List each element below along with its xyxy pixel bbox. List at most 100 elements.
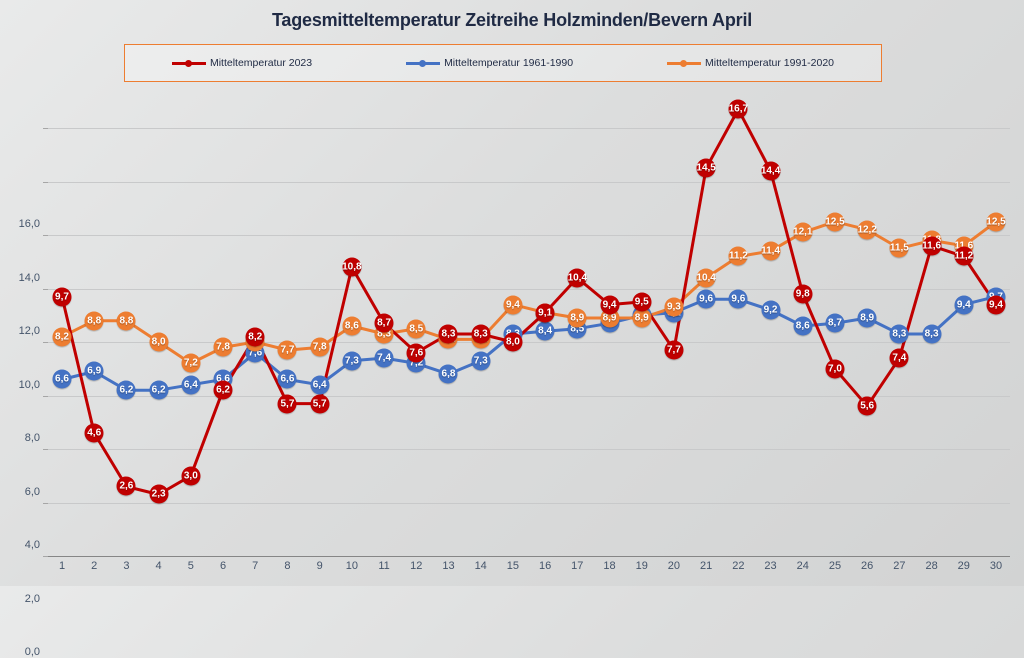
data-point-marker[interactable] — [696, 158, 716, 178]
gridline — [48, 128, 1010, 130]
data-point-marker[interactable] — [761, 241, 781, 261]
data-point-marker[interactable] — [342, 316, 362, 336]
data-point-marker[interactable] — [342, 257, 362, 277]
data-point-marker[interactable] — [728, 246, 748, 266]
data-point-marker[interactable] — [889, 238, 909, 258]
x-axis-tick-label: 3 — [123, 560, 130, 572]
data-point-marker[interactable] — [535, 321, 555, 341]
x-axis-tick-label: 1 — [58, 560, 66, 572]
data-point-marker[interactable] — [632, 308, 652, 328]
x-axis-tick-label: 8 — [284, 560, 291, 572]
legend-item-2[interactable]: Mitteltemperatur 1961-1990 — [406, 57, 573, 69]
data-point-marker[interactable] — [438, 324, 458, 344]
gridline — [48, 395, 1010, 397]
data-point-marker[interactable] — [438, 364, 458, 384]
series-line-2 — [60, 295, 998, 392]
gridline — [48, 342, 1010, 344]
data-point-marker[interactable] — [825, 212, 845, 232]
x-axis-tick-label: 6 — [219, 560, 227, 572]
data-point-marker[interactable] — [922, 236, 942, 256]
data-point-marker[interactable] — [374, 348, 394, 368]
chart-legend: Mitteltemperatur 2023 Mitteltemperatur 19… — [124, 44, 882, 82]
x-axis-tick-label: 14 — [474, 560, 487, 572]
data-point-marker[interactable] — [503, 332, 523, 352]
data-point-marker[interactable] — [567, 308, 587, 328]
data-point-marker[interactable] — [793, 222, 813, 242]
legend-item-1[interactable]: Mitteltemperatur 2023 — [171, 57, 312, 69]
data-point-marker[interactable] — [857, 308, 877, 328]
data-point-marker[interactable] — [696, 268, 716, 288]
data-point-marker[interactable] — [213, 337, 233, 357]
legend-marker-icon — [667, 58, 702, 68]
data-point-marker[interactable] — [181, 353, 201, 373]
data-point-marker[interactable] — [664, 297, 684, 317]
data-point-marker[interactable] — [503, 295, 523, 315]
chart-title: Tagesmitteltemperatur Zeitreihe Holzmind… — [271, 10, 753, 30]
data-point-marker[interactable] — [825, 359, 845, 379]
data-point-marker[interactable] — [954, 295, 974, 315]
data-point-marker[interactable] — [471, 351, 491, 371]
data-point-marker[interactable] — [116, 380, 136, 400]
data-point-marker[interactable] — [52, 327, 72, 347]
data-point-marker[interactable] — [149, 332, 169, 352]
y-axis-tick-label: 8,0 — [24, 432, 40, 445]
data-point-marker[interactable] — [52, 369, 72, 389]
data-point-marker[interactable] — [793, 316, 813, 336]
data-point-marker[interactable] — [857, 396, 877, 416]
data-point-marker[interactable] — [406, 343, 426, 363]
data-point-marker[interactable] — [728, 289, 748, 309]
data-point-marker[interactable] — [889, 324, 909, 344]
data-point-marker[interactable] — [277, 369, 297, 389]
y-axis-tick — [43, 502, 48, 504]
data-point-marker[interactable] — [600, 295, 620, 315]
data-point-marker[interactable] — [310, 375, 330, 395]
data-point-marker[interactable] — [535, 303, 555, 323]
data-point-marker[interactable] — [181, 466, 201, 486]
data-point-marker[interactable] — [632, 292, 652, 312]
data-point-marker[interactable] — [84, 423, 104, 443]
data-point-marker[interactable] — [277, 340, 297, 360]
data-point-marker[interactable] — [793, 284, 813, 304]
data-point-marker[interactable] — [342, 351, 362, 371]
data-point-marker[interactable] — [374, 313, 394, 333]
data-point-marker[interactable] — [954, 246, 974, 266]
data-point-marker[interactable] — [245, 327, 265, 347]
data-point-marker[interactable] — [52, 287, 72, 307]
data-point-marker[interactable] — [213, 380, 233, 400]
y-axis-labels: 0,0 2,0 4,0 6,0 8,0 10,0 12,0 14,0 16,0 — [0, 96, 46, 658]
data-point-marker[interactable] — [696, 289, 716, 309]
data-point-marker[interactable] — [761, 161, 781, 181]
data-point-marker[interactable] — [116, 311, 136, 331]
y-axis-tick — [43, 342, 48, 344]
data-point-marker[interactable] — [857, 220, 877, 240]
data-point-marker[interactable] — [277, 394, 297, 414]
x-axis-tick-label: 11 — [378, 560, 390, 572]
data-point-marker[interactable] — [310, 337, 330, 357]
data-point-marker[interactable] — [922, 324, 942, 344]
data-point-marker[interactable] — [84, 311, 104, 331]
data-point-marker[interactable] — [149, 380, 169, 400]
data-point-marker[interactable] — [406, 319, 426, 339]
legend-item-3[interactable]: Mitteltemperatur 1991-2020 — [667, 57, 834, 69]
data-point-marker[interactable] — [889, 348, 909, 368]
gridline — [48, 288, 1010, 290]
data-point-marker[interactable] — [664, 340, 684, 360]
data-point-marker[interactable] — [986, 295, 1006, 315]
data-point-marker[interactable] — [471, 324, 491, 344]
series-line-1 — [60, 107, 998, 496]
data-point-marker[interactable] — [181, 375, 201, 395]
x-axis-tick-label: 19 — [635, 560, 648, 572]
gridline — [48, 502, 1010, 504]
x-axis-tick-label: 26 — [861, 560, 874, 572]
data-point-marker[interactable] — [986, 212, 1006, 232]
data-point-marker[interactable] — [728, 99, 748, 119]
data-point-marker[interactable] — [149, 484, 169, 504]
data-point-marker[interactable] — [84, 361, 104, 381]
y-axis-tick — [43, 556, 48, 557]
data-point-marker[interactable] — [761, 300, 781, 320]
x-axis-tick-label: 22 — [732, 560, 745, 572]
data-point-marker[interactable] — [825, 313, 845, 333]
data-point-marker[interactable] — [116, 476, 136, 496]
data-point-marker[interactable] — [567, 268, 587, 288]
data-point-marker[interactable] — [310, 394, 330, 414]
